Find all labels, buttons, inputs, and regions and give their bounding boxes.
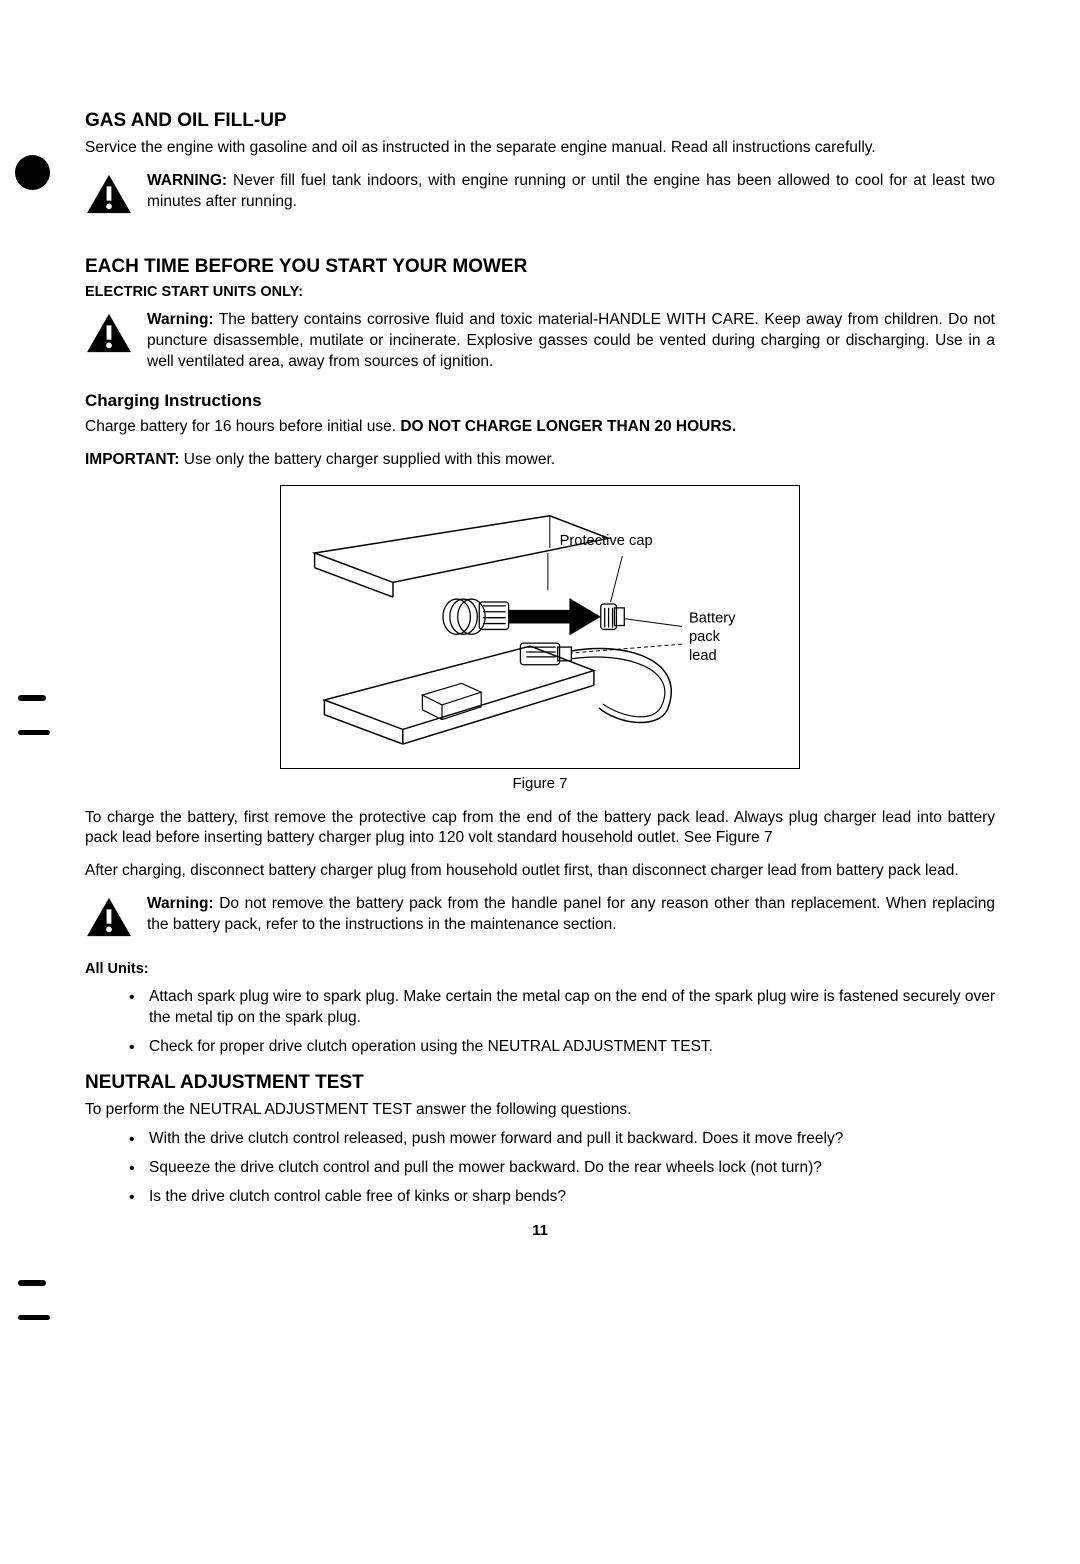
warning-icon <box>85 310 133 359</box>
warning-label: Warning: <box>147 311 214 328</box>
page-margin-mark <box>18 1280 46 1286</box>
gas-oil-warning-block: WARNING: Never fill fuel tank indoors, w… <box>85 171 995 220</box>
charging-line2: IMPORTANT: Use only the battery charger … <box>85 450 995 471</box>
neutral-list: With the drive clutch control released, … <box>85 1129 995 1208</box>
list-item: Check for proper drive clutch operation … <box>133 1037 995 1058</box>
neutral-heading: NEUTRAL ADJUSTMENT TEST <box>85 1072 995 1094</box>
list-item: With the drive clutch control released, … <box>133 1129 995 1150</box>
charging-line1-text: Charge battery for 16 hours before initi… <box>85 418 400 435</box>
page-margin-mark <box>18 695 46 701</box>
gas-oil-body: Service the engine with gasoline and oil… <box>85 138 995 159</box>
page-margin-mark <box>18 1315 50 1320</box>
warning-label: Warning: <box>147 895 214 912</box>
charging-para1: To charge the battery, first remove the … <box>85 808 995 850</box>
charging-heading: Charging Instructions <box>85 391 995 411</box>
warning-icon <box>85 894 133 943</box>
gas-oil-heading: GAS AND OIL FILL-UP <box>85 110 995 132</box>
each-time-warning-block: Warning: The battery contains corrosive … <box>85 310 995 373</box>
warning-body: Never fill fuel tank indoors, with engin… <box>147 172 995 210</box>
warning-label: WARNING: <box>147 172 227 189</box>
charging-para2: After charging, disconnect battery charg… <box>85 861 995 882</box>
page-margin-mark <box>18 730 50 735</box>
gas-oil-warning-text: WARNING: Never fill fuel tank indoors, w… <box>147 171 995 213</box>
warning-icon <box>85 171 133 220</box>
list-item: Attach spark plug wire to spark plug. Ma… <box>133 987 995 1029</box>
each-time-heading: EACH TIME BEFORE YOU START YOUR MOWER <box>85 256 995 278</box>
list-item: Squeeze the drive clutch control and pul… <box>133 1158 995 1179</box>
list-item: Is the drive clutch control cable free o… <box>133 1187 995 1208</box>
all-units-list: Attach spark plug wire to spark plug. Ma… <box>85 987 995 1058</box>
figure-label-lead: lead <box>689 647 717 663</box>
figure-7-box: Protective cap Battery pack lead <box>280 485 800 769</box>
page-margin-dot <box>15 155 50 190</box>
each-time-subtitle: ELECTRIC START UNITS ONLY: <box>85 284 995 300</box>
charging-line2-bold: IMPORTANT: <box>85 451 179 468</box>
charging-warning-text: Warning: Do not remove the battery pack … <box>147 894 995 936</box>
charging-warning-block: Warning: Do not remove the battery pack … <box>85 894 995 943</box>
figure-label-cap: Protective cap <box>560 533 653 549</box>
figure-7-diagram: Protective cap Battery pack lead <box>295 504 785 749</box>
neutral-intro: To perform the NEUTRAL ADJUSTMENT TEST a… <box>85 1100 995 1121</box>
all-units-heading: All Units: <box>85 961 995 977</box>
figure-label-battery: Battery <box>689 610 736 626</box>
charging-line1-bold: DO NOT CHARGE LONGER THAN 20 HOURS. <box>400 418 736 435</box>
charging-line2-text: Use only the battery charger supplied wi… <box>179 451 555 468</box>
charging-line1: Charge battery for 16 hours before initi… <box>85 417 995 438</box>
figure-7-caption: Figure 7 <box>85 775 995 792</box>
figure-label-pack: pack <box>689 629 721 645</box>
warning-body: The battery contains corrosive fluid and… <box>147 311 995 370</box>
each-time-warning-text: Warning: The battery contains corrosive … <box>147 310 995 373</box>
page-number: 11 <box>85 1222 995 1239</box>
warning-body: Do not remove the battery pack from the … <box>147 895 995 933</box>
